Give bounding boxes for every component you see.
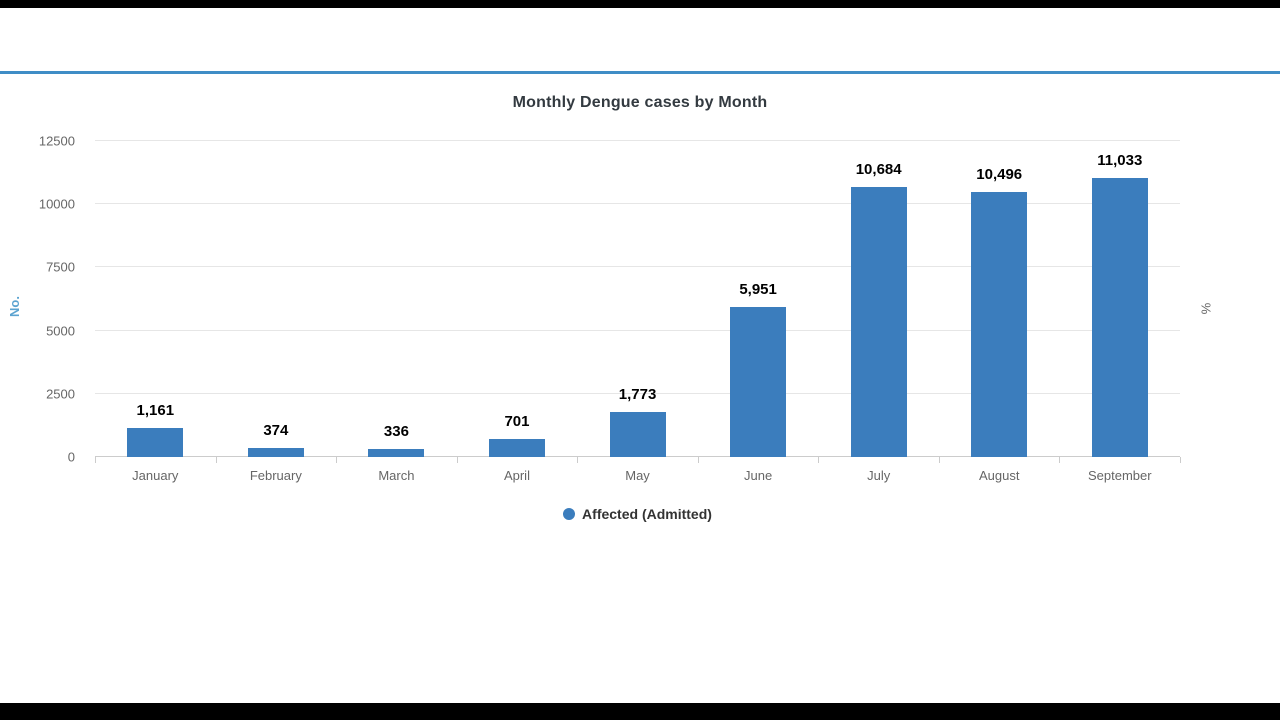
x-axis-label: April: [503, 468, 530, 483]
y-axis-tick-label: 7500: [46, 259, 75, 275]
gridline: [95, 266, 1180, 268]
bar-march[interactable]: [368, 448, 425, 457]
x-axis-labels: January February March April May June July Augu…: [95, 468, 1180, 483]
bar-september[interactable]: [1091, 178, 1148, 457]
y-axis-tick-labels: 0 2500 5000 7500 10000 12500: [0, 135, 85, 464]
legend-marker-icon: [563, 508, 576, 520]
bar-slot: 10,496: [939, 141, 1060, 457]
bar-value-label: 1,773: [618, 386, 657, 404]
bar-value-label: 701: [504, 413, 530, 431]
bar-may[interactable]: [609, 412, 666, 457]
bar-value-label: 1,161: [136, 401, 175, 419]
bar-january[interactable]: [127, 427, 184, 457]
bottom-black-bar: [0, 703, 1280, 720]
x-axis-tick: [577, 457, 579, 463]
x-axis-tick: [938, 457, 940, 463]
bar-value-label: 11,033: [1097, 152, 1143, 170]
x-axis-tick: [697, 457, 699, 463]
bar-august[interactable]: [971, 191, 1028, 457]
x-axis-label: September: [1087, 468, 1152, 483]
x-axis-label: February: [249, 468, 302, 483]
y-axis-tick-label: 5000: [46, 323, 75, 339]
bar-slot: 1,773: [577, 141, 698, 457]
y-axis-title-left: No.: [6, 296, 22, 317]
bar-series: 1,161 374 336 701 1,773 5,951 10,684 10,496 11,0…: [95, 141, 1180, 457]
x-axis-label: June: [743, 468, 773, 483]
bar-july[interactable]: [850, 186, 907, 457]
gridline: [95, 203, 1180, 205]
bar-slot: 5,951: [698, 141, 819, 457]
x-axis-label: January: [132, 468, 179, 483]
bar-february[interactable]: [247, 447, 304, 457]
header-accent-line: [0, 71, 1280, 74]
bar-value-label: 374: [263, 421, 289, 439]
x-axis-ticks: [95, 457, 1181, 463]
gridline: [95, 329, 1180, 331]
bar-slot: 701: [457, 141, 578, 457]
x-axis-tick: [336, 457, 338, 463]
x-axis-tick: [818, 457, 820, 463]
y-axis-tick-label: 2500: [46, 386, 75, 402]
bar-value-label: 5,951: [739, 280, 777, 298]
bar-slot: 10,684: [818, 141, 939, 457]
bar-slot: 336: [336, 141, 457, 457]
top-black-bar: [0, 0, 1280, 8]
bar-slot: 1,161: [95, 141, 216, 457]
gridline: [95, 140, 1180, 141]
bar-april[interactable]: [488, 439, 545, 457]
y-axis-tick-label: 0: [67, 449, 75, 465]
legend-item-affected-admitted[interactable]: Affected (Admitted): [95, 506, 1180, 522]
x-axis-tick: [1180, 457, 1181, 463]
bar-slot: 11,033: [1060, 141, 1181, 457]
plot-area: 1,161 374 336 701 1,773 5,951 10,684 10,496 11,0…: [95, 140, 1180, 457]
chart-title: Monthly Dengue cases by Month: [512, 94, 768, 111]
x-axis-label: March: [378, 468, 415, 483]
x-axis-tick: [215, 457, 217, 463]
bar-june[interactable]: [730, 306, 787, 457]
x-axis-label: August: [978, 468, 1020, 483]
legend-label: Affected (Admitted): [582, 506, 712, 522]
x-axis-tick: [1059, 457, 1061, 463]
y-axis-tick-label: 12500: [38, 133, 75, 149]
x-axis-label: May: [625, 468, 650, 483]
y-axis-title-right: %: [1198, 302, 1214, 315]
bar-value-label: 10,496: [976, 165, 1023, 183]
bar-value-label: 336: [383, 422, 409, 440]
x-axis-tick: [95, 457, 96, 463]
bar-value-label: 10,684: [855, 160, 902, 178]
x-axis-tick: [456, 457, 458, 463]
bar-slot: 374: [216, 141, 337, 457]
y-axis-tick-label: 10000: [38, 196, 75, 212]
gridline: [95, 392, 1180, 394]
x-axis-label: July: [867, 468, 891, 483]
